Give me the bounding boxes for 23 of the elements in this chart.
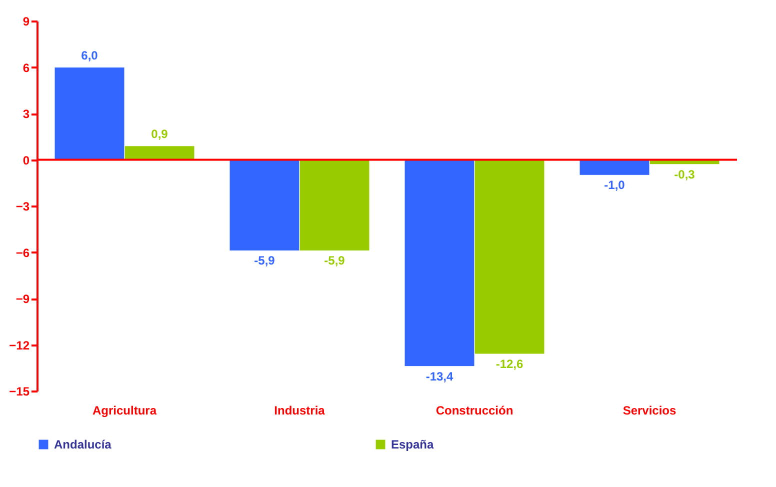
data-label: -1,0	[604, 178, 626, 192]
data-label: -5,9	[254, 254, 276, 268]
legend-label: España	[391, 438, 434, 452]
y-tick-label: 0	[22, 153, 30, 168]
data-label: -13,4	[426, 369, 454, 384]
data-label: -12,6	[496, 357, 524, 371]
y-tick-label: 3	[22, 107, 30, 121]
y-tick-label: −9	[16, 292, 30, 306]
y-tick-label: −15	[9, 384, 30, 398]
y-tick-label: −12	[9, 338, 30, 352]
y-tick-label: −6	[16, 246, 30, 260]
data-label: 6,0	[81, 48, 98, 62]
y-tick-label: 9	[22, 14, 30, 28]
data-label: -5,9	[324, 254, 346, 268]
y-tick-label: −3	[16, 200, 30, 214]
x-tick-label: Servicios	[622, 404, 677, 418]
x-tick-label: Agricultura	[92, 404, 157, 418]
legend-label: Andalucía	[54, 438, 112, 452]
data-label: 0,9	[151, 126, 168, 141]
x-tick-label: Industria	[274, 404, 326, 418]
y-tick-label: 6	[22, 60, 30, 75]
x-tick-label: Construcción	[436, 404, 514, 418]
data-label: -0,3	[674, 167, 696, 182]
